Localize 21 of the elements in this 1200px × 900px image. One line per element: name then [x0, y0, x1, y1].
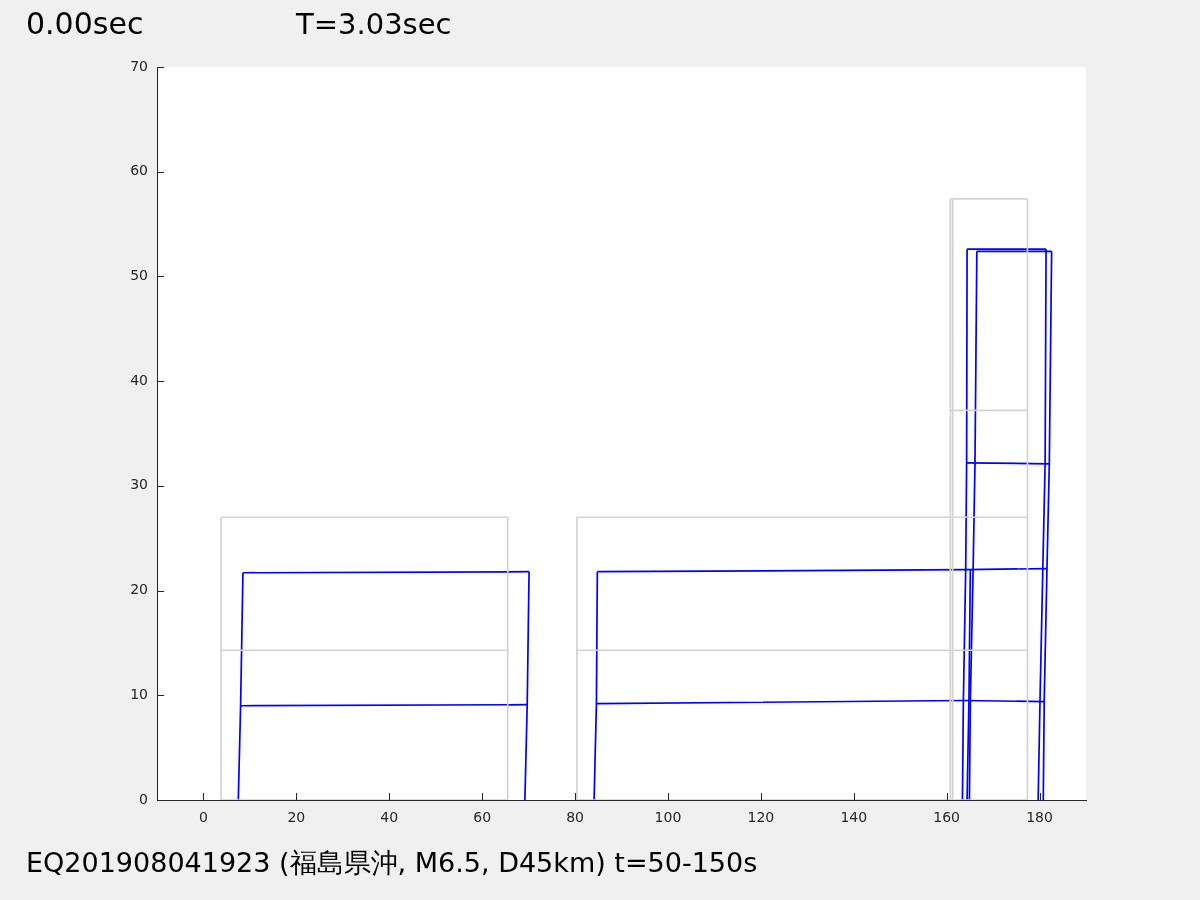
- y-tick-label: 20: [130, 581, 148, 598]
- x-tick-label: 180: [1026, 809, 1053, 826]
- x-tick-label: 160: [933, 809, 961, 826]
- y-tick-label: 70: [130, 57, 148, 74]
- x-tick-label: 60: [473, 809, 492, 826]
- y-tick-label: 30: [130, 476, 148, 493]
- y-tick-label: 40: [130, 371, 148, 388]
- x-tick-label: 0: [198, 809, 208, 826]
- y-tick-label: 0: [139, 790, 148, 807]
- x-tick-label: 140: [840, 809, 868, 826]
- x-tick-label: 40: [380, 809, 399, 826]
- chart-title: 0.00sec: [26, 6, 144, 42]
- y-tick-label: 60: [130, 162, 148, 179]
- text: EQ201908041923 (福島県沖, M6.5, D45km) t=50-150s: [26, 846, 758, 880]
- x-tick-label: 100: [654, 809, 682, 826]
- x-tick-label: 120: [747, 809, 775, 826]
- y-tick-label: 50: [130, 267, 148, 284]
- y-tick-label: 10: [130, 685, 148, 702]
- x-tick-label: 20: [287, 809, 306, 826]
- chart-subtitle: T=3.03sec: [296, 6, 452, 42]
- x-tick-label: 80: [566, 809, 584, 826]
